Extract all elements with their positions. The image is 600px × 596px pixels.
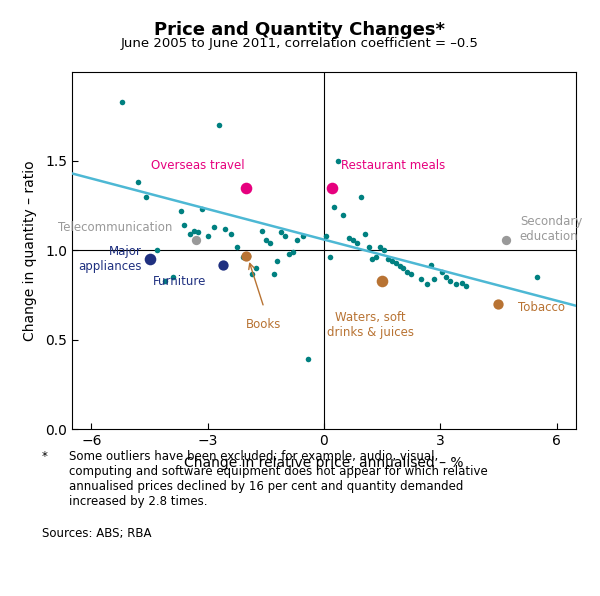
Point xyxy=(292,235,302,244)
Point xyxy=(280,231,290,241)
Point xyxy=(238,253,247,262)
Text: Price and Quantity Changes*: Price and Quantity Changes* xyxy=(155,21,445,39)
Text: *: * xyxy=(42,450,48,463)
Point xyxy=(406,269,416,278)
Point xyxy=(160,276,170,285)
Point xyxy=(215,120,224,130)
Point xyxy=(325,253,335,262)
Point xyxy=(247,269,257,278)
Point xyxy=(190,226,199,235)
Point xyxy=(398,263,408,273)
Point xyxy=(426,260,436,269)
Point xyxy=(430,274,439,284)
Point xyxy=(457,278,466,287)
Point xyxy=(352,238,362,248)
Point xyxy=(277,228,286,237)
Point xyxy=(226,229,236,239)
Point xyxy=(288,247,298,257)
Text: Secondary
education: Secondary education xyxy=(520,215,582,243)
Point xyxy=(261,235,271,244)
Point xyxy=(391,258,401,268)
Point xyxy=(168,272,178,282)
Point xyxy=(442,272,451,282)
Point xyxy=(344,233,354,243)
Point xyxy=(383,254,393,264)
Point xyxy=(257,226,267,235)
Point xyxy=(403,267,412,277)
Text: Waters, soft
drinks & juices: Waters, soft drinks & juices xyxy=(327,311,414,339)
Point xyxy=(451,280,461,289)
Point xyxy=(437,267,447,277)
Point xyxy=(133,178,143,187)
Point xyxy=(209,222,218,232)
Text: Books: Books xyxy=(246,318,281,331)
Point xyxy=(395,262,404,271)
Point xyxy=(197,204,206,214)
X-axis label: Change in relative price, annualised – %: Change in relative price, annualised – % xyxy=(184,457,464,470)
Y-axis label: Change in quantity – ratio: Change in quantity – ratio xyxy=(23,160,37,341)
Point xyxy=(203,231,212,241)
Point xyxy=(502,235,511,244)
Point xyxy=(321,231,331,241)
Text: June 2005 to June 2011, correlation coefficient = –0.5: June 2005 to June 2011, correlation coef… xyxy=(121,37,479,50)
Point xyxy=(364,242,373,252)
Text: Telecommunication: Telecommunication xyxy=(58,221,173,234)
Point xyxy=(348,235,358,244)
Point xyxy=(220,224,230,234)
Point xyxy=(333,156,343,166)
Point xyxy=(379,246,389,255)
Point xyxy=(494,299,503,309)
Point xyxy=(193,228,203,237)
Point xyxy=(371,253,381,262)
Point xyxy=(360,229,370,239)
Point xyxy=(272,256,282,266)
Point xyxy=(242,183,251,193)
Text: Sources: ABS; RBA: Sources: ABS; RBA xyxy=(42,527,151,541)
Point xyxy=(368,254,377,264)
Point xyxy=(251,263,261,273)
Point xyxy=(329,203,338,212)
Point xyxy=(461,281,470,291)
Point xyxy=(176,206,185,216)
Point xyxy=(145,254,154,264)
Point xyxy=(416,274,426,284)
Point xyxy=(191,235,201,244)
Point xyxy=(218,260,228,269)
Point xyxy=(185,229,195,239)
Point xyxy=(141,192,151,201)
Point xyxy=(244,251,253,260)
Point xyxy=(304,355,313,364)
Point xyxy=(118,97,127,107)
Point xyxy=(269,269,278,278)
Point xyxy=(284,249,294,259)
Point xyxy=(377,276,387,285)
Point xyxy=(376,242,385,252)
Point xyxy=(532,272,542,282)
Point xyxy=(298,231,307,241)
Point xyxy=(387,256,397,266)
Text: Overseas travel: Overseas travel xyxy=(151,159,245,172)
Text: Tobacco: Tobacco xyxy=(518,301,565,314)
Text: Some outliers have been excluded; for example, audio, visual,
computing and soft: Some outliers have been excluded; for ex… xyxy=(69,450,488,508)
Point xyxy=(179,221,189,230)
Point xyxy=(327,183,337,193)
Point xyxy=(232,242,242,252)
Point xyxy=(338,210,348,219)
Point xyxy=(242,251,251,260)
Point xyxy=(152,246,162,255)
Text: Major
appliances: Major appliances xyxy=(78,246,142,273)
Point xyxy=(445,276,455,285)
Point xyxy=(422,280,431,289)
Text: Furniture: Furniture xyxy=(152,275,206,288)
Text: Restaurant meals: Restaurant meals xyxy=(341,159,446,172)
Point xyxy=(265,238,275,248)
Point xyxy=(356,192,365,201)
